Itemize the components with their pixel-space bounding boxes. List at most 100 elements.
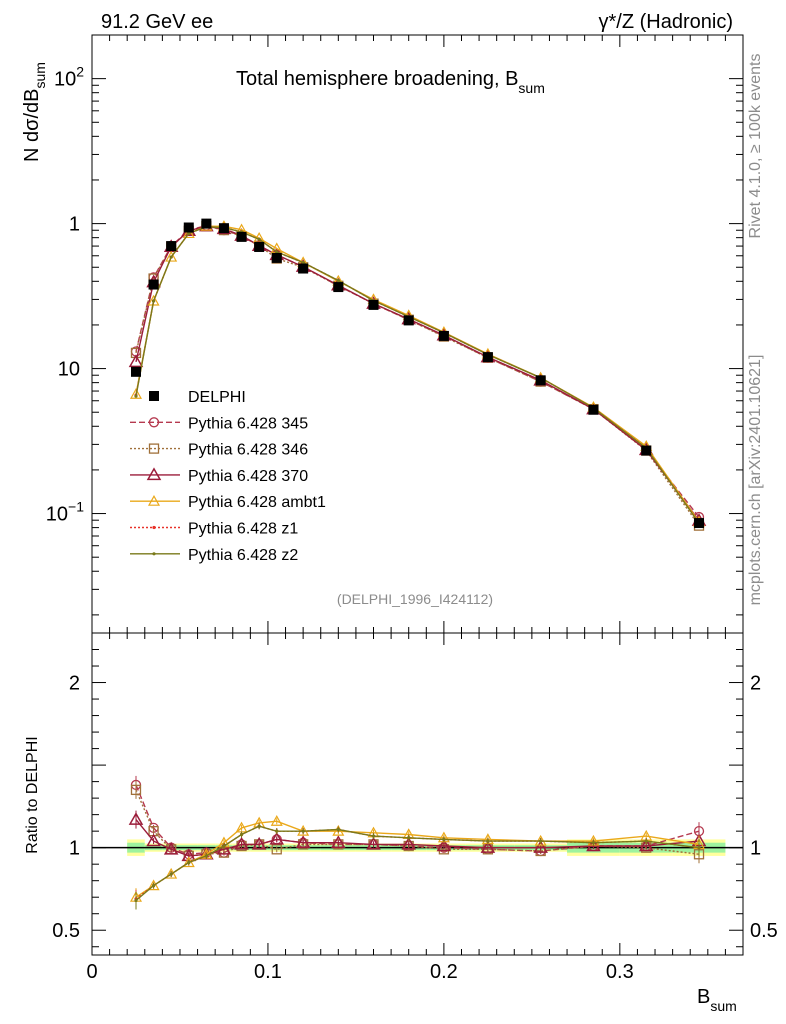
ratio-point	[257, 824, 261, 828]
y-tick-label: 102	[54, 64, 84, 91]
data-point	[368, 299, 379, 310]
ratio-point	[371, 834, 376, 838]
y-tick-label: 10−1	[46, 499, 84, 526]
ratio-point	[591, 841, 596, 845]
ratio-tick-label-left: 1	[69, 838, 80, 860]
ratio-point	[270, 815, 283, 826]
header-left: 91.2 GeV ee	[101, 11, 213, 33]
data-point	[254, 241, 265, 252]
legend-label: Pythia 6.428 370	[188, 468, 308, 485]
series-point	[301, 260, 305, 265]
ratio-point	[271, 844, 282, 855]
ratio-point	[128, 812, 144, 825]
ratio-point	[436, 838, 452, 852]
ratio-line	[135, 820, 700, 898]
data-points	[130, 218, 705, 529]
data-point	[183, 222, 194, 233]
header-right: γ*/Z (Hadronic)	[599, 11, 733, 33]
ratio-tick-label-left: 0.5	[52, 920, 80, 942]
ratio-point	[187, 860, 191, 865]
data-point	[130, 366, 141, 377]
ratio-point	[539, 839, 543, 843]
data-point	[535, 375, 546, 386]
legend-marker	[152, 525, 156, 530]
series-point	[129, 388, 143, 399]
main-plot-frame	[91, 34, 744, 634]
legend-label: Pythia 6.428 ambt1	[188, 494, 326, 511]
legend: DELPHI Pythia 6.428 345 Pythia 6.428 346 Py…	[130, 389, 326, 564]
ratio-point	[480, 840, 496, 853]
series-point	[147, 294, 160, 306]
data-point	[694, 518, 705, 529]
legend-label: DELPHI	[188, 389, 246, 406]
legend-item: Pythia 6.428 370	[130, 467, 308, 485]
data-point	[271, 252, 282, 263]
legend-item-data: DELPHI	[149, 389, 246, 406]
ratio-point	[130, 784, 142, 796]
data-point	[298, 263, 309, 274]
ratio-point	[442, 837, 446, 842]
y-axis-label: N dσ/dBsum	[21, 62, 48, 162]
x-tick-label: 0.1	[254, 961, 282, 983]
ratio-point	[401, 836, 416, 850]
ratio-point	[533, 840, 548, 853]
y-tick-label: 10	[58, 359, 80, 381]
legend-item: Pythia 6.428 z2	[130, 547, 298, 564]
x-tick-label: 0	[86, 961, 97, 983]
ratio-point	[251, 836, 267, 850]
ratio-tick-label-right: 0.5	[750, 920, 778, 942]
data-point	[218, 223, 229, 234]
data-point	[438, 330, 449, 341]
ratio-tick-label-right: 1	[750, 838, 761, 860]
ratio-point	[234, 836, 249, 850]
data-point	[641, 445, 652, 456]
y-tick-label: 1	[69, 214, 80, 236]
x-tick-label: 0.2	[430, 961, 458, 983]
ratio-point	[697, 846, 701, 850]
ratio-point	[165, 867, 178, 879]
series-point	[128, 354, 144, 368]
ratio-line	[135, 825, 700, 902]
legend-marker	[147, 494, 161, 506]
ratio-tick-label-right: 2	[750, 673, 761, 695]
series-point	[187, 231, 191, 236]
chart-title: Total hemisphere broadening, Bsum	[236, 68, 545, 96]
ratio-point	[366, 836, 381, 850]
legend-item: Pythia 6.428 345	[130, 415, 308, 432]
ratio-point	[301, 829, 305, 833]
legend-label: Pythia 6.428 z1	[188, 521, 298, 538]
series-point	[134, 394, 138, 398]
ratio-point	[638, 838, 654, 852]
ratio-point	[336, 827, 340, 832]
series-point	[151, 299, 156, 303]
x-axis-label: Bsum	[697, 986, 737, 1014]
ratio-plot-frame	[91, 632, 744, 956]
legend-marker	[148, 417, 160, 428]
ratio-point	[222, 844, 226, 848]
legend-item: Pythia 6.428 ambt1	[130, 494, 326, 511]
ratio-point	[486, 839, 490, 843]
legend-label: Pythia 6.428 345	[188, 415, 308, 432]
ratio-point	[407, 836, 411, 840]
legend-label: Pythia 6.428 346	[188, 442, 308, 459]
ratio-point	[163, 841, 179, 855]
data-point	[148, 279, 159, 290]
ratio-point	[269, 831, 285, 845]
legend-item: Pythia 6.428 346	[130, 442, 308, 459]
ratio-point	[134, 898, 138, 903]
data-point	[201, 218, 212, 229]
ratio-point	[644, 839, 648, 843]
x-tick-label: 0.3	[606, 961, 634, 983]
ratio-point	[239, 832, 244, 837]
data-point	[588, 404, 599, 415]
ratio-series-2	[128, 810, 707, 862]
ratio-y-axis-label: Ratio to DELPHI	[24, 736, 41, 853]
ratio-point	[169, 872, 173, 876]
legend-label: Pythia 6.428 z2	[188, 547, 298, 564]
data-point	[403, 315, 414, 326]
legend-marker	[148, 443, 160, 454]
mcplots-label: mcplots.cern.ch [arXiv:2401.10621]	[747, 355, 764, 606]
ratio-series-5	[134, 823, 701, 910]
analysis-id: (DELPHI_1996_I424112)	[337, 591, 493, 607]
